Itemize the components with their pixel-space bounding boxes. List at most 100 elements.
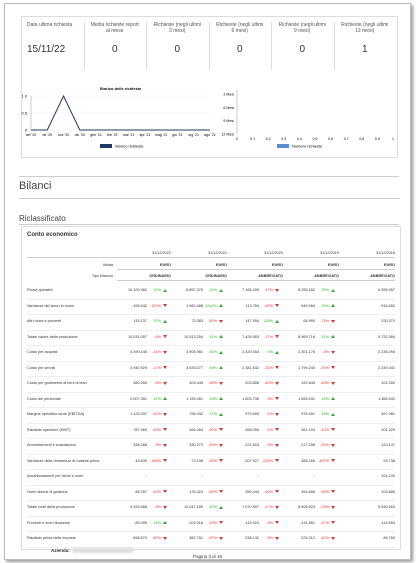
cell-value: 497.081 xyxy=(381,412,395,416)
stat-value: 0 xyxy=(299,44,306,55)
cell-value: 579.659 xyxy=(245,412,259,416)
stats-box xyxy=(21,16,398,158)
trend-icon xyxy=(331,428,335,431)
cell-value: 9.263.988 xyxy=(130,505,147,509)
redacted xyxy=(73,548,133,553)
meta-value: EURO xyxy=(384,263,395,267)
cell-value: 115.137 xyxy=(133,319,147,323)
trend-icon xyxy=(163,459,167,462)
x-tick-label: 0.5 xyxy=(313,137,318,141)
trend-icon xyxy=(219,443,223,447)
row-label: Totale costi della produzione xyxy=(27,505,75,509)
row-rule xyxy=(27,500,395,501)
meta-value: ABBREVIATO xyxy=(258,274,283,278)
cell-change: 24% xyxy=(209,288,217,292)
cell-value: 394.666 xyxy=(301,489,315,494)
trend-icon xyxy=(219,381,223,385)
row-label: Totale valore della produzione xyxy=(27,334,78,339)
trend-icon xyxy=(331,412,335,416)
cell-value: 93.738 xyxy=(383,458,395,463)
cell-change: -1% xyxy=(266,412,273,416)
trend-icon xyxy=(219,319,223,323)
trend-icon xyxy=(219,288,223,292)
meta-value: ABBREVIATO xyxy=(370,274,395,278)
cell-change: -10% xyxy=(320,536,329,540)
cell-value: 152.845 xyxy=(301,381,315,385)
trend-icon xyxy=(163,319,167,323)
cell-change: -166% xyxy=(150,458,161,463)
x-tick-label: 0.8 xyxy=(359,137,364,141)
trend-icon xyxy=(275,428,279,431)
cell-value: 698.579 xyxy=(133,536,147,540)
cell-change: -82% xyxy=(264,303,273,308)
cell-change: -43% xyxy=(320,381,329,385)
x-tick-label: 0.1 xyxy=(250,137,255,141)
cell-value: 330.273 xyxy=(189,443,203,447)
cell-value: 1.125.337 xyxy=(130,412,147,416)
cell-change: -51% xyxy=(152,412,161,416)
series-line xyxy=(31,94,210,131)
cell-change: -17% xyxy=(264,505,273,509)
cell-value: - xyxy=(201,474,203,478)
cell-value: 2.429.553 xyxy=(242,350,259,354)
cell-value: 88.257 xyxy=(135,489,147,494)
trend-icon xyxy=(163,536,167,540)
trend-icon xyxy=(275,397,279,400)
divider xyxy=(19,198,399,199)
cell-change: -30% xyxy=(208,427,217,432)
cell-value: 3.490.145 xyxy=(130,350,147,354)
cell-value: 2.940.929 xyxy=(130,365,147,370)
stat-label: Richieste (negli ultimi 6 mesi) xyxy=(216,22,264,34)
stat-label: Richieste (negli ultimi 9 mesi) xyxy=(278,22,326,34)
stat-value: 1 xyxy=(361,44,368,55)
trend-icon xyxy=(331,304,335,307)
cell-value: 1.799.240 xyxy=(298,365,315,370)
cell-change: -110% xyxy=(150,303,161,308)
cell-change: 5% xyxy=(267,350,274,354)
trend-icon xyxy=(275,443,279,447)
cell-value: 796.342 xyxy=(189,412,203,416)
x-tick-label: 0.7 xyxy=(344,137,349,141)
trend-icon xyxy=(275,536,279,540)
page: Storico delle richieste 1.0 0.5 0 set '20 ott… xyxy=(4,3,411,560)
y-tick-label: 3 Mesi xyxy=(223,93,234,97)
y-tick-label: 1.0 xyxy=(21,94,27,99)
y-tick-label: 6 Mesi xyxy=(223,106,234,110)
cell-value: 86.760 xyxy=(383,536,395,540)
cell-value: 8.857.375 xyxy=(186,288,203,292)
cell-value: 2.236.094 xyxy=(378,350,395,354)
row-label: Margine operativo lordo (EBITDA) xyxy=(27,412,85,416)
row-label: Proventi e oneri finanziari xyxy=(27,520,70,525)
cell-value: 358.056 xyxy=(245,427,259,432)
x-tick-label: nov '20 xyxy=(58,133,69,137)
cell-change: -8% xyxy=(154,334,161,339)
x-tick-label: ago '21 xyxy=(204,133,216,137)
cell-value: 113.784 xyxy=(245,303,259,308)
cell-value: 1.982.488 xyxy=(186,303,203,308)
legend-label: Numero richieste xyxy=(292,144,323,149)
cell-value: - xyxy=(145,474,147,478)
cell-change: 17% xyxy=(209,412,217,416)
row-rule xyxy=(27,360,395,362)
cell-change: -9% xyxy=(154,505,161,509)
trend-icon xyxy=(331,490,335,493)
trend-icon xyxy=(275,381,279,385)
cell-change: 49% xyxy=(209,365,217,370)
row-label: Accantonamenti per rischi e oneri xyxy=(27,474,84,478)
cell-value: 3.906.981 xyxy=(186,350,203,354)
row-label: Costo per godimento di beni di terzi xyxy=(27,381,87,385)
cell-change: -71% xyxy=(320,319,329,323)
meta-value: EURO xyxy=(216,263,227,267)
row-rule xyxy=(27,329,395,331)
x-tick-label: set '20 xyxy=(26,133,36,137)
legend-swatch xyxy=(277,144,289,148)
trend-icon xyxy=(331,366,335,369)
cell-value: 7.165.205 xyxy=(242,288,259,292)
cell-value: 49.830 xyxy=(135,458,147,463)
row-label: Risultato operativo (EBIT) xyxy=(27,427,71,432)
trend-icon xyxy=(219,366,223,369)
trend-icon xyxy=(163,428,167,431)
cell-value: 7.426.953 xyxy=(242,334,259,339)
row-label: Costo per acquisti xyxy=(27,350,58,354)
